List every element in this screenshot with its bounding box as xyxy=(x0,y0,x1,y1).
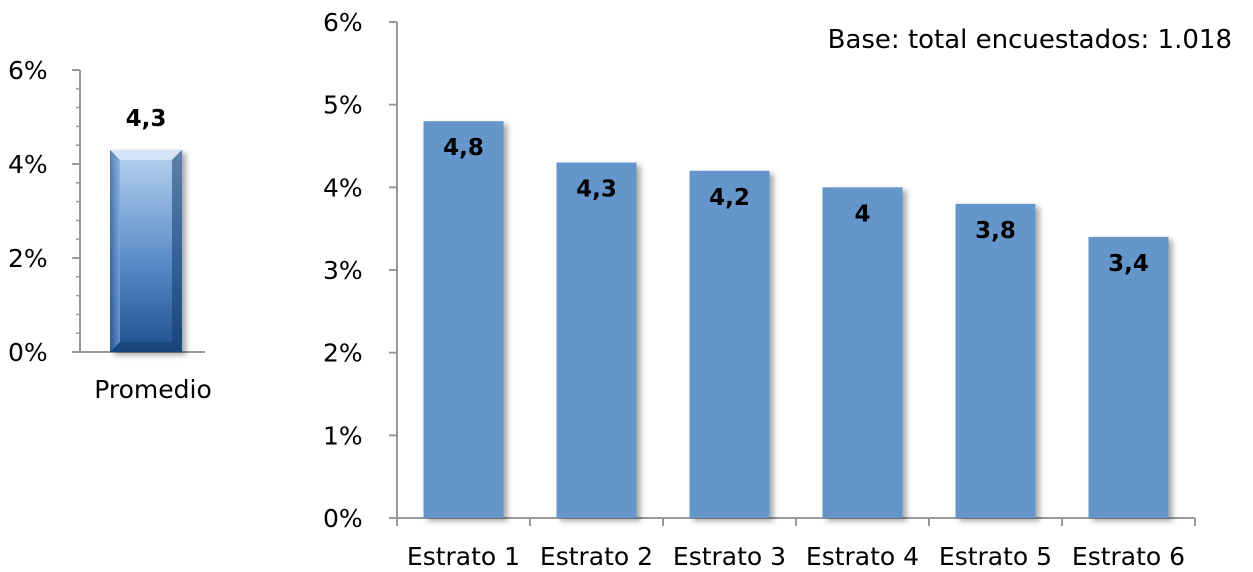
estrato-category-label: Estrato 2 xyxy=(540,542,653,571)
promedio-category-label: Promedio xyxy=(94,375,212,404)
estrato-data-labels: 4,8 4,3 4,2 4 3,8 3,4 xyxy=(443,135,1149,277)
promedio-bar-bevel-top xyxy=(110,149,182,160)
estrato-data-label: 3,4 xyxy=(1108,251,1149,277)
promedio-y-tick-labels: 0% 2% 4% 6% xyxy=(8,56,48,367)
promedio-chart: 0% 2% 4% 6% 4,3 Promedio xyxy=(8,56,212,404)
estrato-y-tick-label: 1% xyxy=(323,421,363,450)
estrato-y-tick-label: 6% xyxy=(323,8,363,37)
promedio-category-labels: Promedio xyxy=(94,375,212,404)
promedio-y-tick-label: 0% xyxy=(8,338,48,367)
estrato-bar xyxy=(423,121,504,518)
estrato-data-label: 4 xyxy=(854,201,870,227)
estrato-category-labels: Estrato 1 Estrato 2 Estrato 3 Estrato 4 Estr… xyxy=(407,542,1185,571)
estrato-data-label: 4,3 xyxy=(576,177,617,203)
estrato-y-tick-label: 2% xyxy=(323,339,363,368)
promedio-bar-bevel-left xyxy=(110,149,120,352)
estrato-chart: Base: total encuestados: 1.018 0% 1% 2% 3% 4… xyxy=(323,8,1232,571)
estrato-bar xyxy=(955,203,1036,518)
estrato-bar xyxy=(689,170,770,519)
estrato-bar xyxy=(1088,236,1169,518)
estrato-data-label: 4,2 xyxy=(709,185,750,211)
promedio-y-tick-label: 2% xyxy=(8,244,48,273)
promedio-bar-body xyxy=(110,149,182,352)
estrato-y-tick-label: 3% xyxy=(323,256,363,285)
base-annotation: Base: total encuestados: 1.018 xyxy=(828,25,1232,55)
estrato-y-tick-label: 0% xyxy=(323,504,363,533)
estrato-category-label: Estrato 6 xyxy=(1072,542,1185,571)
promedio-y-tick-label: 4% xyxy=(8,150,48,179)
promedio-bar-bevel-bottom xyxy=(110,342,182,352)
estrato-category-label: Estrato 3 xyxy=(673,542,786,571)
promedio-data-label: 4,3 xyxy=(126,106,167,132)
promedio-bar-bevel-right xyxy=(172,149,182,352)
estrato-bars xyxy=(423,121,1169,519)
estrato-bar xyxy=(822,187,903,519)
estrato-axes xyxy=(389,21,1196,526)
estrato-category-label: Estrato 5 xyxy=(939,542,1052,571)
estrato-y-tick-label: 4% xyxy=(323,173,363,202)
promedio-data-labels: 4,3 xyxy=(126,106,167,132)
estrato-category-label: Estrato 1 xyxy=(407,542,520,571)
promedio-y-tick-label: 6% xyxy=(8,56,48,85)
estrato-data-label: 4,8 xyxy=(443,135,484,161)
promedio-bar xyxy=(110,149,182,352)
estrato-bar xyxy=(556,162,637,519)
promedio-y-axis xyxy=(72,69,205,353)
promedio-bars xyxy=(110,149,182,352)
estrato-category-label: Estrato 4 xyxy=(806,542,919,571)
estrato-data-label: 3,8 xyxy=(975,218,1016,244)
estrato-y-tick-labels: 0% 1% 2% 3% 4% 5% 6% xyxy=(323,8,363,533)
estrato-y-tick-label: 5% xyxy=(323,91,363,120)
